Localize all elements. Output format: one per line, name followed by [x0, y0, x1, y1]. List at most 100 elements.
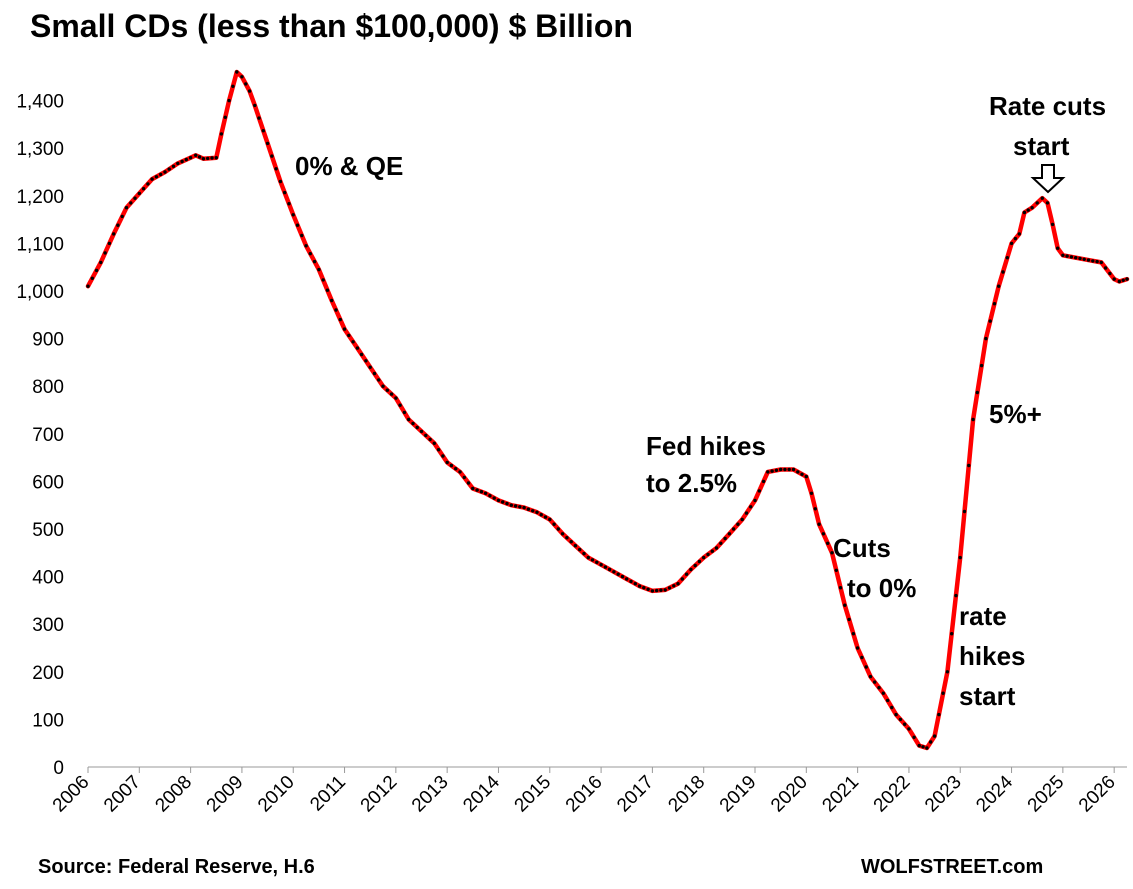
- data-point: [1056, 246, 1060, 250]
- data-point: [877, 686, 881, 690]
- data-point: [817, 522, 821, 526]
- data-point: [770, 469, 774, 473]
- data-point: [347, 333, 351, 338]
- data-point: [535, 510, 539, 514]
- data-point: [355, 346, 360, 350]
- data-point: [917, 743, 921, 748]
- data-point: [761, 479, 766, 484]
- data-point: [244, 82, 248, 86]
- data-point: [342, 327, 347, 331]
- data-point: [941, 691, 945, 695]
- data-point: [496, 498, 501, 503]
- data-point: [937, 712, 941, 717]
- data-point: [804, 474, 808, 479]
- data-point: [398, 403, 402, 407]
- x-tick-label: 2018: [664, 772, 709, 817]
- data-point: [257, 116, 261, 120]
- data-point: [988, 319, 992, 323]
- data-point: [714, 546, 719, 550]
- y-tick-label: 1,400: [16, 92, 64, 113]
- data-point: [774, 468, 779, 472]
- x-axis-ticks: 2006 2007 2008 2009 2010 2011 2012 2013 2014 2015…: [49, 767, 1120, 816]
- data-point: [441, 454, 445, 458]
- data-point: [359, 352, 364, 357]
- data-point: [595, 560, 599, 564]
- data-point: [176, 161, 180, 166]
- data-point: [992, 302, 997, 306]
- data-point: [278, 179, 283, 184]
- x-tick-label: 2015: [511, 772, 556, 817]
- data-point: [317, 267, 321, 272]
- data-point: [834, 568, 838, 572]
- data-point: [1069, 255, 1074, 259]
- data-point: [796, 470, 800, 474]
- data-point: [385, 388, 389, 392]
- data-point: [454, 467, 458, 471]
- data-point: [389, 392, 394, 396]
- data-point: [929, 740, 933, 744]
- data-point: [394, 396, 398, 400]
- data-point: [171, 164, 176, 168]
- data-point: [214, 156, 218, 160]
- data-point: [1001, 270, 1005, 274]
- data-point: [779, 467, 783, 472]
- data-point: [1099, 260, 1104, 265]
- data-point: [304, 244, 308, 248]
- source-note: Source: Federal Reserve, H.6: [38, 856, 315, 878]
- data-point: [274, 167, 278, 171]
- data-point: [1103, 266, 1108, 270]
- data-point: [458, 470, 462, 474]
- data-point: [526, 507, 531, 511]
- data-point: [321, 278, 325, 282]
- data-point: [565, 536, 569, 540]
- data-point: [689, 567, 693, 572]
- data-point: [283, 190, 287, 195]
- data-point: [184, 157, 188, 162]
- data-point: [873, 680, 877, 684]
- data-point: [855, 646, 860, 650]
- data-point: [415, 425, 419, 430]
- data-point: [603, 565, 608, 569]
- data-point: [697, 559, 702, 564]
- data-point: [227, 98, 231, 103]
- data-point: [377, 378, 381, 382]
- data-point: [838, 586, 843, 590]
- data-point: [194, 153, 198, 157]
- x-tick-label: 2008: [151, 772, 196, 817]
- data-point: [543, 515, 548, 519]
- data-point: [753, 498, 757, 503]
- x-tick-label: 2011: [306, 772, 350, 816]
- data-point: [599, 563, 603, 567]
- y-tick-label: 100: [32, 710, 64, 731]
- data-point: [513, 504, 518, 508]
- data-point: [180, 159, 184, 164]
- data-point: [270, 154, 274, 158]
- data-point: [1061, 253, 1065, 257]
- data-point: [475, 488, 479, 492]
- data-point: [424, 433, 428, 438]
- data-point: [1091, 259, 1095, 263]
- data-point: [556, 527, 560, 531]
- data-point: [129, 201, 133, 205]
- data-point: [206, 156, 210, 161]
- x-tick-label: 2023: [921, 772, 966, 817]
- data-point: [411, 421, 415, 426]
- data-point: [885, 698, 890, 703]
- y-tick-label: 600: [32, 472, 64, 493]
- data-point: [663, 588, 667, 592]
- data-point: [925, 746, 929, 750]
- data-point: [731, 527, 736, 531]
- y-axis-ticks: 0 100 200 300 400 500 600 700 800 900 1,000 1,100 1,…: [16, 92, 64, 779]
- x-tick-label: 2026: [1075, 772, 1120, 817]
- annotation: rate hikes start: [959, 601, 1026, 711]
- data-point: [462, 475, 466, 480]
- data-point: [201, 157, 206, 161]
- data-point: [1121, 278, 1125, 282]
- data-point: [1095, 259, 1099, 264]
- data-point: [962, 509, 967, 514]
- data-point: [86, 284, 90, 288]
- data-point: [894, 712, 898, 717]
- data-point: [744, 511, 749, 515]
- data-point: [783, 467, 787, 472]
